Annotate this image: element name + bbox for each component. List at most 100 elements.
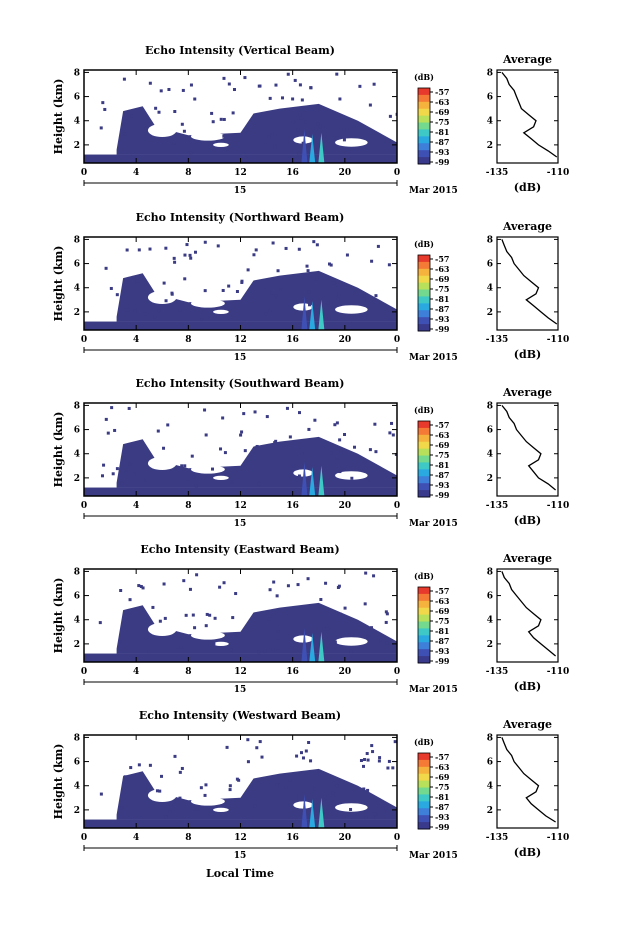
echo-speck bbox=[335, 72, 339, 76]
profile-x-label: (dB) bbox=[514, 348, 541, 361]
colorbar-tick-label: -69 bbox=[435, 274, 450, 284]
echo-speck bbox=[308, 303, 312, 307]
echo-speck bbox=[276, 630, 280, 634]
echo-speck bbox=[154, 106, 158, 110]
echo-speck bbox=[342, 138, 346, 142]
echo-region bbox=[116, 270, 397, 322]
echo-speck bbox=[242, 412, 246, 416]
colorbar-swatch bbox=[418, 773, 430, 782]
echo-speck bbox=[384, 610, 388, 614]
echo-speck bbox=[211, 120, 215, 124]
echo-speck bbox=[120, 806, 124, 810]
colorbar-tick-label: -87 bbox=[435, 470, 449, 480]
echo-speck bbox=[358, 84, 362, 88]
day-label: 15 bbox=[234, 186, 247, 196]
echo-speck bbox=[231, 616, 235, 620]
x-axis-label: Local Time bbox=[206, 867, 274, 880]
colorbar-swatch bbox=[418, 143, 430, 151]
profile-y-tick-label: 6 bbox=[487, 426, 493, 436]
echo-speck bbox=[225, 745, 229, 749]
colorbar-tick-label: -75 bbox=[435, 284, 449, 294]
echo-speck bbox=[260, 755, 264, 759]
colorbar-swatch bbox=[418, 642, 430, 650]
precip-streak bbox=[318, 465, 325, 496]
precip-streak bbox=[301, 628, 308, 662]
colorbar-unit: (dB) bbox=[414, 737, 434, 747]
date-label: Mar 2015 bbox=[409, 851, 458, 861]
profile-y-tick-label: 2 bbox=[487, 806, 493, 816]
colorbar-swatch bbox=[418, 268, 430, 277]
colorbar-swatch bbox=[418, 324, 430, 332]
echo-speck bbox=[331, 791, 335, 795]
echo-speck bbox=[130, 114, 134, 118]
colorbar-swatch bbox=[418, 282, 430, 291]
colorbar-tick-label: -57 bbox=[435, 420, 449, 430]
echo-speck bbox=[316, 122, 320, 126]
echo-speck bbox=[272, 580, 276, 584]
colorbar-swatch bbox=[418, 455, 430, 463]
echo-gap bbox=[293, 136, 313, 144]
echo-gap bbox=[293, 801, 313, 809]
y-tick-label: 2 bbox=[74, 806, 80, 816]
echo-speck bbox=[240, 430, 244, 434]
echo-speck bbox=[335, 456, 339, 460]
echo-speck bbox=[203, 408, 207, 412]
precip-streak bbox=[309, 134, 316, 163]
echo-speck bbox=[172, 256, 176, 260]
profile-y-tick-label: 4 bbox=[487, 117, 493, 127]
echo-speck bbox=[157, 309, 161, 313]
echo-speck bbox=[277, 636, 281, 640]
echo-speck bbox=[306, 269, 310, 273]
echo-speck bbox=[268, 588, 272, 592]
colorbar-swatch bbox=[418, 317, 430, 325]
echo-speck bbox=[391, 433, 395, 437]
echo-speck bbox=[182, 129, 186, 133]
echo-gap bbox=[190, 631, 225, 640]
echo-speck bbox=[219, 117, 223, 121]
echo-speck bbox=[373, 422, 377, 426]
y-tick-label: 4 bbox=[74, 782, 80, 792]
echo-speck bbox=[252, 253, 256, 257]
echo-speck bbox=[183, 253, 187, 257]
echo-speck bbox=[391, 766, 395, 770]
echo-speck bbox=[240, 279, 244, 283]
echo-speck bbox=[278, 783, 282, 787]
echo-speck bbox=[268, 96, 272, 100]
colorbar-tick-label: -87 bbox=[435, 137, 449, 147]
echo-speck bbox=[389, 316, 393, 320]
echo-speck bbox=[120, 481, 124, 485]
y-tick-label: 4 bbox=[74, 117, 80, 127]
echo-speck bbox=[109, 286, 113, 290]
echo-speck bbox=[309, 759, 313, 763]
echo-speck bbox=[264, 312, 268, 316]
echo-region bbox=[116, 436, 397, 488]
echo-speck bbox=[203, 793, 207, 797]
echo-speck bbox=[204, 783, 208, 787]
profile-x-tick-label: -135 bbox=[486, 168, 509, 178]
echo-speck bbox=[231, 111, 235, 115]
y-tick-label: 2 bbox=[74, 308, 80, 318]
colorbar-swatch bbox=[418, 441, 430, 450]
echo-gap bbox=[213, 807, 229, 812]
x-tick-label: 0 bbox=[81, 501, 87, 511]
profile-x-tick-label: -135 bbox=[486, 833, 509, 843]
echo-gap bbox=[147, 788, 177, 803]
colorbar-swatch bbox=[418, 310, 430, 318]
profile-x-tick-label: -135 bbox=[486, 667, 509, 677]
echo-speck bbox=[307, 143, 311, 147]
echo-speck bbox=[258, 740, 262, 744]
colorbar-swatch bbox=[418, 656, 430, 664]
y-tick-label: 6 bbox=[74, 426, 80, 436]
echo-speck bbox=[180, 464, 184, 468]
colorbar-swatch bbox=[418, 476, 430, 484]
echo-speck bbox=[162, 446, 166, 450]
colorbar-tick-label: -63 bbox=[435, 430, 450, 440]
colorbar-swatch bbox=[418, 421, 430, 429]
x-tick-label: 0 bbox=[81, 335, 87, 345]
profile-line bbox=[501, 404, 557, 491]
echo-speck bbox=[124, 470, 128, 474]
echo-speck bbox=[222, 117, 226, 121]
x-tick-label: 16 bbox=[286, 501, 299, 511]
echo-speck bbox=[300, 98, 304, 102]
y-axis-label: Height (km) bbox=[52, 744, 65, 820]
